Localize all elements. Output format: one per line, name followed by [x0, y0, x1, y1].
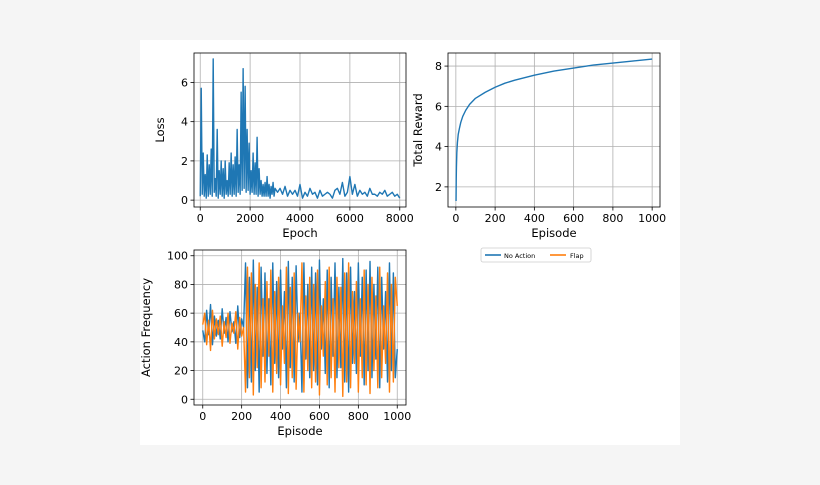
loss-x-tick-label: 0 — [197, 212, 204, 225]
legend: No Action Flap — [480, 247, 592, 263]
loss-y-axis-label: Loss — [153, 117, 167, 142]
reward-x-tick-label: 0 — [452, 212, 459, 225]
action-x-tick-label: 1000 — [383, 410, 411, 423]
reward-x-tick-label: 200 — [485, 212, 506, 225]
reward-x-tick-label: 800 — [602, 212, 623, 225]
total-reward-chart: 0 200 400 600 800 1000 2 4 6 8 Episode Total Rew… — [411, 52, 666, 240]
reward-y-tick-label: 8 — [435, 60, 442, 73]
loss-y-tick-label: 6 — [181, 76, 188, 89]
loss-y-tick-label: 0 — [181, 194, 188, 207]
reward-x-axis-label: Episode — [531, 226, 576, 240]
legend-label-flap: Flap — [570, 252, 584, 260]
reward-gridlines — [448, 53, 660, 207]
reward-plot-frame — [447, 52, 661, 208]
loss-x-tick-label: 2000 — [236, 212, 264, 225]
reward-series-group — [455, 58, 653, 201]
reward-x-ticks: 0 200 400 600 800 1000 — [452, 207, 666, 225]
loss-y-tick-label: 2 — [181, 155, 188, 168]
action-x-tick-label: 800 — [348, 410, 369, 423]
action-y-axis-label: Action Frequency — [140, 278, 153, 377]
reward-line-series-1 — [455, 58, 653, 201]
legend-box — [480, 247, 592, 263]
action-frequency-chart: 0 200 400 600 800 1000 0 20 40 60 80 100 Episode A… — [139, 249, 411, 438]
reward-x-tick-label: 1000 — [638, 212, 666, 225]
loss-x-axis-label: Epoch — [282, 226, 317, 240]
action-y-tick-label: 40 — [174, 336, 188, 349]
reward-y-axis-label: Total Reward — [411, 93, 425, 167]
action-series-group — [202, 257, 398, 398]
reward-x-tick-label: 600 — [563, 212, 584, 225]
action-line-flap — [202, 262, 398, 398]
loss-gridlines — [194, 53, 406, 207]
action-x-ticks: 0 200 400 600 800 1000 — [199, 405, 411, 423]
reward-y-tick-label: 6 — [435, 100, 442, 113]
action-y-tick-label: 80 — [174, 278, 188, 291]
action-y-tick-label: 100 — [167, 250, 188, 263]
action-y-tick-label: 60 — [174, 307, 188, 320]
loss-chart: 0 2000 4000 6000 8000 0 2 4 6 Epoch Loss — [153, 52, 414, 240]
action-x-axis-label: Episode — [277, 424, 322, 438]
action-x-tick-label: 600 — [309, 410, 330, 423]
loss-x-ticks: 0 2000 4000 6000 8000 — [197, 207, 414, 225]
loss-series-group — [199, 58, 401, 199]
loss-line-series-1 — [199, 58, 401, 199]
action-plot-frame — [193, 249, 407, 406]
reward-y-ticks: 2 4 6 8 — [435, 60, 448, 194]
loss-x-tick-label: 4000 — [286, 212, 314, 225]
action-y-tick-label: 0 — [181, 393, 188, 406]
action-x-tick-label: 400 — [270, 410, 291, 423]
legend-label-no-action: No Action — [504, 252, 535, 260]
loss-x-tick-label: 6000 — [336, 212, 364, 225]
action-y-ticks: 0 20 40 60 80 100 — [167, 250, 194, 406]
action-x-tick-label: 0 — [199, 410, 206, 423]
reward-y-tick-label: 2 — [435, 181, 442, 194]
action-x-tick-label: 200 — [231, 410, 252, 423]
loss-y-ticks: 0 2 4 6 — [181, 76, 194, 207]
reward-y-tick-label: 4 — [435, 141, 442, 154]
loss-y-tick-label: 4 — [181, 116, 188, 129]
loss-x-tick-label: 8000 — [386, 212, 414, 225]
reward-x-tick-label: 400 — [524, 212, 545, 225]
action-y-tick-label: 20 — [174, 365, 188, 378]
